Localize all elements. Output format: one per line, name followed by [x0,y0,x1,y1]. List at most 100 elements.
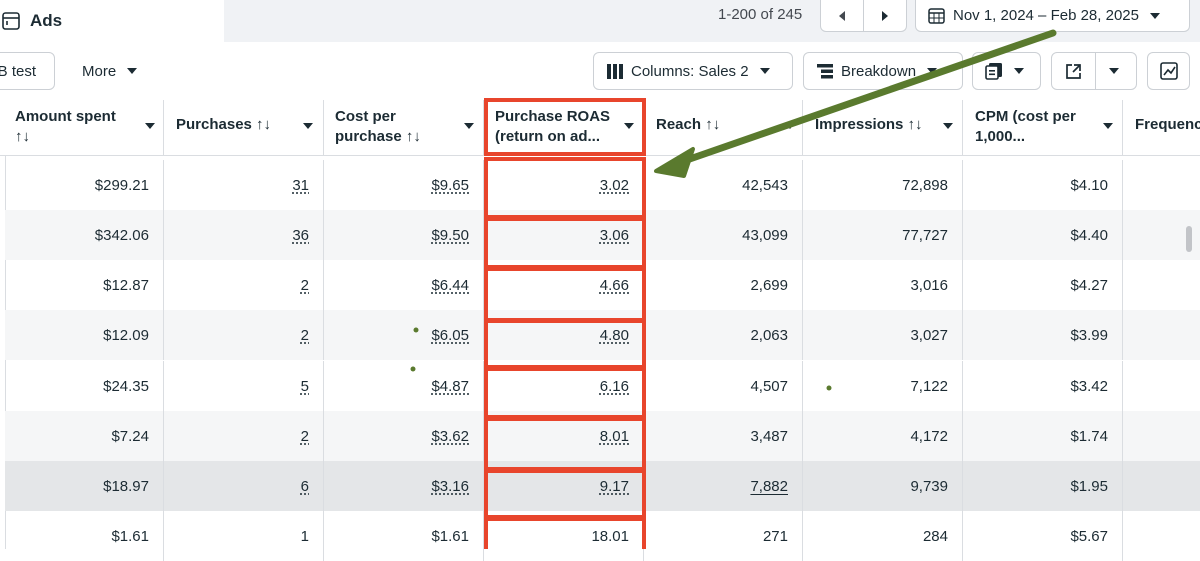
cell-value[interactable]: 2 [300,427,309,445]
table-row[interactable]: $24.35 5 $4.87 6.16 4,507 7,122 $3.42 [5,361,1200,411]
chevron-down-icon[interactable] [303,123,313,130]
cell-value[interactable]: $3.16 [431,477,469,495]
table-row[interactable]: $1.61 1 $1.61 18.01 271 284 $5.67 [5,511,1200,561]
cell-value[interactable]: $9.65 [431,176,469,194]
column-header-purchase-roas[interactable]: Purchase ROAS (return on ad... [484,100,644,155]
report-icon [985,62,1003,80]
cell-purchases: 5 [164,361,324,411]
ads-tab[interactable]: Ads [0,0,224,42]
cell-value[interactable]: 36 [292,226,309,244]
column-header-sort: ↑↓ [15,128,30,145]
table-row[interactable]: $299.21 31 $9.65 3.02 42,543 72,898 $4.10 [5,160,1200,210]
cell-value[interactable]: 9.17 [599,477,629,495]
cell-purchases: 2 [164,310,324,360]
more-button[interactable]: More [66,52,139,90]
cell-value[interactable]: 5 [300,377,309,395]
cell-cost-per-purchase: $6.44 [324,260,484,310]
cell-value: 4,507 [750,377,788,395]
cell-reach: 7,882 [644,461,803,511]
cell-frequency [1123,160,1200,210]
cell-purchases: 2 [164,260,324,310]
cell-roas: 6.16 [484,361,644,411]
cell-value[interactable]: $9.50 [431,226,469,244]
cell-value[interactable]: 31 [292,176,309,194]
column-header-label: Reach ↑↓ [656,116,721,133]
reports-button[interactable] [972,52,1041,90]
vertical-scrollbar[interactable] [1186,226,1192,252]
cell-reach: 3,487 [644,411,803,461]
cell-value: $342.06 [94,226,149,244]
column-header-label: Impressions ↑↓ [815,116,923,133]
cell-cost-per-purchase: $9.65 [324,160,484,210]
breakdown-button[interactable]: Breakdown [803,52,963,90]
chevron-down-icon[interactable] [624,123,634,130]
table-row[interactable]: $7.24 2 $3.62 8.01 3,487 4,172 $1.74 [5,411,1200,461]
date-range-picker[interactable]: Nov 1, 2024 – Feb 28, 2025 [915,0,1190,32]
ab-test-button[interactable]: B test [0,52,55,90]
cell-value[interactable]: 6.16 [599,377,629,395]
previous-page-button[interactable] [820,0,864,32]
cell-value[interactable]: 8.01 [599,427,629,445]
cell-value[interactable]: 3.02 [599,176,629,194]
cell-value: 3,016 [910,276,948,294]
breakdown-icon [817,63,833,79]
cell-value: $1.61 [111,527,149,545]
cell-value: $1.95 [1070,477,1108,495]
cell-reach: 271 [644,511,803,561]
cell-value[interactable]: 2 [300,276,309,294]
column-header-impressions[interactable]: Impressions ↑↓ [803,100,963,155]
column-header-frequency[interactable]: Frequenc [1123,100,1200,155]
cell-value[interactable]: $6.44 [431,276,469,294]
table-body: $299.21 31 $9.65 3.02 42,543 72,898 $4.10 $342.… [5,156,1200,561]
cell-value[interactable]: 7,882 [750,477,788,495]
chevron-down-icon[interactable] [464,123,474,130]
cell-impressions: 77,727 [803,210,963,260]
cell-frequency [1123,260,1200,310]
cell-value[interactable]: 4.66 [599,276,629,294]
cell-impressions: 72,898 [803,160,963,210]
cell-value: 18.01 [591,527,629,545]
chevron-down-icon [126,67,138,75]
next-page-button[interactable] [863,0,907,32]
column-header-amount-spent[interactable]: Amount spent ↑↓ [5,100,164,155]
column-header-purchases[interactable]: Purchases ↑↓ [164,100,324,155]
chevron-down-icon[interactable] [785,123,795,130]
chevron-down-icon [926,67,938,75]
cell-impressions: 4,172 [803,411,963,461]
more-label: More [82,62,117,80]
chevron-down-icon[interactable] [1103,123,1113,130]
column-header-label: Frequenc [1135,116,1200,133]
cell-value: $4.27 [1070,276,1108,294]
triangle-left-icon [837,10,847,22]
export-icon [1065,63,1082,80]
cell-reach: 2,699 [644,260,803,310]
columns-button[interactable]: Columns: Sales 2 [593,52,793,90]
table-row[interactable]: $342.06 36 $9.50 3.06 43,099 77,727 $4.40 [5,210,1200,260]
table-row[interactable]: $12.87 2 $6.44 4.66 2,699 3,016 $4.27 [5,260,1200,310]
cell-cpm: $3.99 [963,310,1123,360]
table-row[interactable]: $12.09 2 $6.05 4.80 2,063 3,027 $3.99 [5,310,1200,360]
pagination-text: 1-200 of 245 [718,6,803,23]
export-button[interactable] [1051,52,1137,90]
cell-impressions: 7,122 [803,361,963,411]
cell-value[interactable]: $4.87 [431,377,469,395]
column-header-reach[interactable]: Reach ↑↓ [644,100,803,155]
table-row[interactable]: $18.97 6 $3.16 9.17 7,882 9,739 $1.95 [5,461,1200,511]
cell-cost-per-purchase: $9.50 [324,210,484,260]
cell-value[interactable]: 4.80 [599,326,629,344]
chevron-down-icon[interactable] [943,123,953,130]
chevron-down-icon [759,67,771,75]
cell-value: 1 [300,527,309,545]
column-header-label: CPM (cost per [975,108,1076,125]
chart-toggle-button[interactable] [1147,52,1190,90]
cell-value[interactable]: 3.06 [599,226,629,244]
cell-value[interactable]: 6 [300,477,309,495]
ads-tab-label: Ads [30,11,63,30]
cell-value[interactable]: 2 [300,326,309,344]
column-header-cpm[interactable]: CPM (cost per 1,000... [963,100,1123,155]
cell-value[interactable]: $6.05 [431,326,469,344]
cell-value: 2,063 [750,326,788,344]
chevron-down-icon[interactable] [145,123,155,130]
cell-value[interactable]: $3.62 [431,427,469,445]
column-header-cost-per-purchase[interactable]: Cost per purchase ↑↓ [324,100,484,155]
